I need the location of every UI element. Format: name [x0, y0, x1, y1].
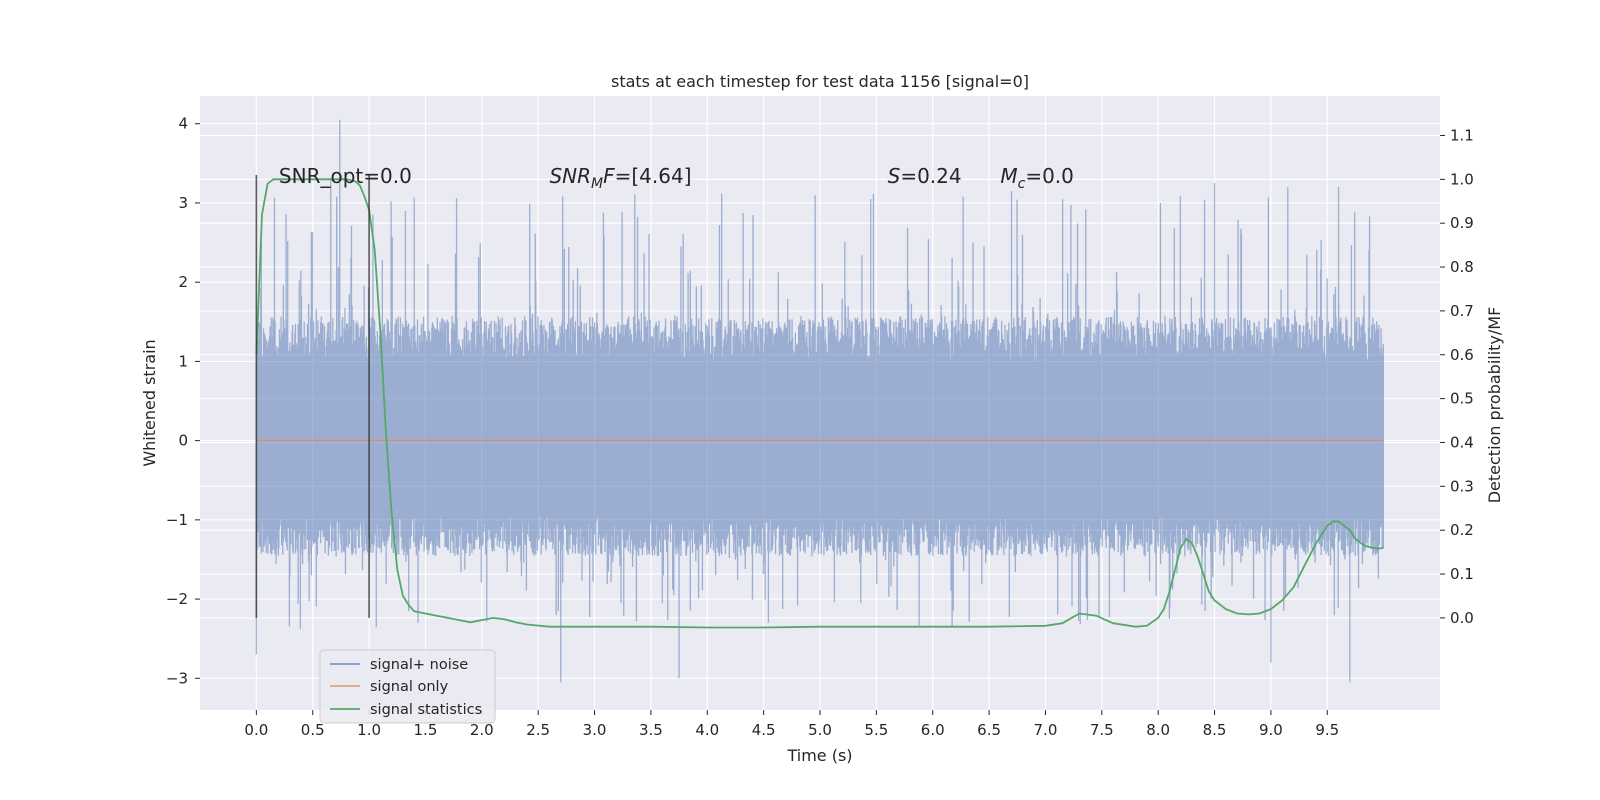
- y2-tick-label: 1.1: [1450, 126, 1474, 144]
- x-tick-label: 3.0: [583, 721, 607, 739]
- x-tick-label: 2.5: [526, 721, 550, 739]
- legend-label-signal-noise: signal+ noise: [370, 657, 468, 673]
- legend-box: [319, 649, 496, 724]
- x-axis-label: Time (s): [786, 746, 852, 765]
- y2-tick-label: 0.2: [1450, 521, 1474, 539]
- x-tick-label: 0.0: [244, 721, 268, 739]
- y-tick-label: 0: [178, 432, 188, 450]
- y2-tick-label: 1.0: [1450, 170, 1474, 188]
- annotation-snr_opt: SNR_opt=0.0: [279, 164, 412, 188]
- x-tick-label: 6.5: [977, 721, 1001, 739]
- stat-annotations: SNR_opt=0.0 SNRMF=[4.64] S=0.24 Mc=0.0: [279, 164, 1074, 192]
- annotation-mc: Mc=0.0: [1000, 164, 1074, 192]
- legend: signal+ noise signal only signal statist…: [319, 649, 496, 724]
- y2-tick-label: 0.6: [1450, 346, 1474, 364]
- x-tick-label: 9.5: [1315, 721, 1339, 739]
- x-tick-label: 7.5: [1090, 721, 1114, 739]
- x-tick-label: 5.5: [864, 721, 888, 739]
- y2-axis-label: Detection probability/MF: [1485, 307, 1504, 504]
- annotation-var: SNR: [549, 164, 591, 188]
- signal-statistics-line: [255, 178, 1384, 629]
- x-tick-label: 2.0: [470, 721, 494, 739]
- annotation-value: =0.0: [1025, 164, 1074, 188]
- x-tick-label: 9.0: [1259, 721, 1283, 739]
- window-markers: [255, 174, 370, 618]
- legend-label-signal-statistics: signal statistics: [370, 702, 482, 718]
- annotation-var2: F: [603, 164, 615, 188]
- legend-label-signal-only: signal only: [370, 679, 449, 695]
- y-tick-label: −1: [166, 511, 188, 529]
- y-tick-label: −3: [166, 669, 188, 687]
- annotation-subscript: c: [1018, 176, 1026, 192]
- y-axis-label: Whitened strain: [140, 339, 159, 466]
- x-tick-label: 0.5: [301, 721, 325, 739]
- annotation-subscript: M: [591, 176, 603, 192]
- x-tick-label: 3.5: [639, 721, 663, 739]
- annotation-s: S=0.24: [888, 164, 962, 188]
- y2-tick-label: 0.5: [1450, 390, 1474, 408]
- annotation-value: =[4.64]: [615, 164, 692, 188]
- y2-axis-ticks: 0.0 0.1 0.2 0.3 0.4 0.5 0.6 0.7 0.8 0.9 1.0 1.1: [1440, 126, 1474, 627]
- x-tick-label: 8.5: [1203, 721, 1227, 739]
- y2-tick-label: 0.8: [1450, 258, 1474, 276]
- x-tick-label: 1.5: [414, 721, 438, 739]
- y-tick-label: −2: [166, 590, 188, 608]
- x-tick-label: 1.0: [357, 721, 381, 739]
- x-tick-label: 8.0: [1146, 721, 1170, 739]
- y2-tick-label: 0.1: [1450, 565, 1474, 583]
- x-tick-label: 4.5: [752, 721, 776, 739]
- annotation-value: =0.24: [900, 164, 961, 188]
- series-lines: [255, 178, 1384, 629]
- x-axis-ticks: 0.0 0.5 1.0 1.5 2.0 2.5 3.0 3.5 4.0 4.5 5.0 5.5 6.0 6…: [244, 710, 1339, 739]
- annotation-var: M: [1000, 164, 1017, 188]
- y-tick-label: 4: [178, 115, 188, 133]
- y2-tick-label: 0.3: [1450, 477, 1474, 495]
- y2-tick-label: 0.9: [1450, 214, 1474, 232]
- chart-title: stats at each timestep for test data 115…: [611, 72, 1029, 91]
- y-tick-label: 2: [178, 273, 188, 291]
- annotation-snr_mf: SNRMF=[4.64]: [549, 164, 691, 192]
- y-tick-label: 1: [178, 352, 188, 370]
- y-axis-ticks: −3 −2 −1 0 1 2 3 4: [166, 115, 200, 687]
- x-tick-label: 4.0: [695, 721, 719, 739]
- x-tick-label: 5.0: [808, 721, 832, 739]
- annotation-var: S: [888, 164, 901, 188]
- y2-tick-label: 0.0: [1450, 609, 1474, 627]
- x-tick-label: 7.0: [1034, 721, 1058, 739]
- x-tick-label: 6.0: [921, 721, 945, 739]
- y2-tick-label: 0.4: [1450, 433, 1474, 451]
- y-tick-label: 3: [178, 194, 188, 212]
- y2-tick-label: 0.7: [1450, 302, 1474, 320]
